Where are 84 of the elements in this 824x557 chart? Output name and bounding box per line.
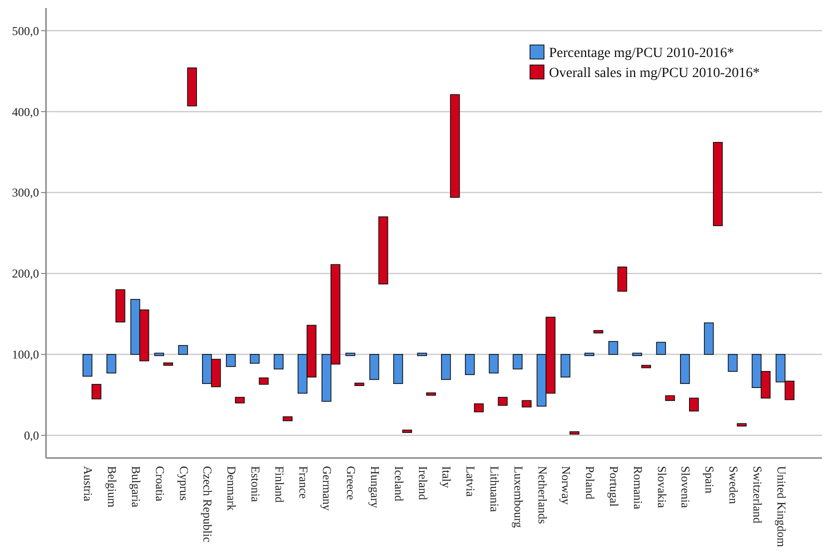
bar: [163, 362, 174, 366]
x-tick-label: Finland: [272, 466, 286, 503]
x-tick-label: Switzerland: [750, 466, 764, 524]
bar: [464, 354, 475, 376]
x-tick-label: Latvia: [464, 466, 478, 498]
bar: [258, 377, 269, 385]
legend-label: Overall sales in mg/PCU 2010-2016*: [549, 66, 760, 81]
x-tick-label: Estonia: [248, 466, 262, 503]
bar: [632, 352, 642, 356]
x-tick-label: Denmark: [224, 466, 239, 511]
x-tick-label: Portugal: [607, 466, 621, 508]
bar: [226, 354, 236, 367]
bar: [656, 342, 666, 355]
y-tick-label: 500,0: [12, 24, 39, 38]
x-tick-label: Germany: [320, 466, 334, 511]
bar: [106, 354, 116, 374]
y-tick-label: 200,0: [12, 266, 39, 281]
bar: [641, 364, 652, 368]
bar: [704, 322, 714, 355]
bar: [92, 384, 102, 400]
bar: [178, 345, 188, 355]
bar: [608, 341, 618, 355]
bar: [402, 430, 412, 433]
bar: [689, 398, 699, 412]
bar: [488, 354, 499, 374]
x-tick-label: Romania: [630, 466, 645, 510]
bar: [354, 382, 364, 386]
bar: [250, 354, 260, 364]
x-tick-label: Spain: [702, 466, 717, 494]
x-tick-label: Cyprus: [176, 466, 191, 501]
x-tick-label: Iceland: [392, 466, 406, 502]
bar: [274, 354, 284, 370]
x-tick-label: Poland: [583, 466, 598, 500]
bar: [441, 354, 451, 380]
y-tick-label: 300,0: [12, 186, 39, 200]
x-tick-label: Bulgaria: [129, 466, 143, 508]
bar: [417, 352, 427, 356]
bar: [378, 216, 388, 284]
bar: [560, 354, 570, 378]
bar: [234, 396, 245, 404]
x-tick-label: Slovakia: [654, 466, 669, 509]
x-tick-label: Ireland: [416, 466, 430, 500]
x-tick-label: United Kingdom: [774, 466, 788, 548]
bar: [665, 395, 675, 401]
bar: [393, 354, 404, 384]
bar: [736, 423, 747, 426]
x-tick-label: Hungary: [368, 466, 382, 508]
bar: [474, 403, 484, 412]
x-tick-label: Luxembourg: [511, 466, 526, 528]
bar: [728, 354, 738, 372]
bar: [450, 94, 460, 198]
bar: [617, 266, 628, 292]
x-tick-label: Netherlands: [535, 466, 550, 524]
y-tick-label: 0,0: [24, 428, 39, 443]
bar: [712, 142, 723, 226]
x-tick-label: Belgium: [105, 466, 120, 508]
legend-label: Percentage mg/PCU 2010-2016*: [549, 46, 734, 61]
bar: [522, 400, 532, 408]
bar: [115, 289, 126, 322]
bar: [680, 354, 690, 384]
bar: [512, 354, 523, 370]
x-tick-label: Croatia: [152, 466, 167, 502]
x-tick-label: Norway: [559, 466, 574, 505]
bar: [426, 392, 436, 396]
x-tick-label: Sweden: [726, 466, 740, 504]
bar: [154, 352, 164, 356]
bar: [345, 352, 356, 356]
y-tick-label: 400,0: [12, 104, 39, 119]
y-tick-label: 100,0: [12, 348, 39, 362]
x-tick-label: Slovenia: [678, 466, 693, 509]
bar: [82, 354, 92, 377]
bar: [593, 330, 604, 334]
x-tick-label: France: [296, 466, 310, 499]
x-tick-label: Czech Republic: [200, 466, 215, 542]
x-tick-label: Greece: [344, 466, 358, 500]
bar: [498, 396, 508, 406]
x-tick-label: Lithuania: [488, 466, 502, 513]
bar: [570, 431, 580, 435]
bar: [584, 352, 594, 356]
bar: [369, 354, 380, 380]
bar: [187, 67, 197, 106]
x-tick-label: Italy: [440, 466, 454, 488]
bar: [282, 416, 293, 422]
x-tick-label: Austria: [81, 466, 96, 502]
